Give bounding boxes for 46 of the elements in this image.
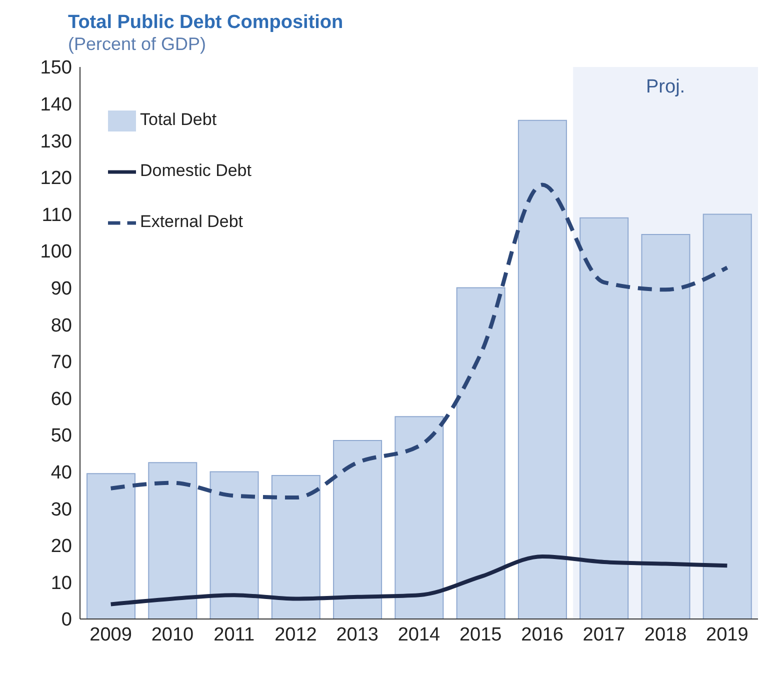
bar — [641, 234, 690, 619]
bar — [271, 474, 320, 619]
chart-title: Total Public Debt Composition — [68, 12, 344, 34]
legend-label: Domestic Debt — [140, 161, 252, 180]
bar — [210, 471, 259, 619]
line-series — [108, 182, 730, 500]
x-tick-label: 2017 — [582, 624, 626, 646]
y-tick-label: 40 — [50, 462, 72, 484]
y-tick-label: 0 — [61, 610, 72, 631]
y-tick-label: 50 — [50, 426, 72, 447]
bar — [333, 440, 382, 619]
y-tick-label: 60 — [50, 388, 72, 410]
y-tick-label: 30 — [50, 499, 72, 520]
bar — [148, 462, 198, 619]
y-tick-label: 130 — [40, 131, 72, 152]
x-tick-label: 2013 — [336, 624, 379, 646]
bar — [394, 416, 444, 619]
x-tick-label: 2011 — [214, 624, 255, 646]
chart-subtitle: (Percent of GDP) — [68, 34, 208, 55]
band-label: Proj. — [646, 76, 686, 98]
y-tick-label: 140 — [40, 94, 72, 116]
y-tick-label: 90 — [50, 278, 72, 300]
x-tick-label: 2018 — [644, 624, 687, 646]
x-tick-label: 2015 — [459, 624, 502, 646]
legend-label: External Debt — [140, 212, 243, 231]
legend-label: Total Debt — [140, 110, 217, 129]
y-tick-label: 80 — [50, 315, 72, 336]
y-tick-label: 20 — [50, 536, 72, 558]
y-tick-label: 70 — [50, 352, 72, 374]
x-tick-label: 2012 — [274, 624, 317, 646]
y-tick-label: 10 — [50, 572, 72, 594]
bar — [86, 473, 136, 619]
y-tick-label: 120 — [40, 168, 72, 190]
line-series — [108, 554, 730, 606]
x-tick-label: 2014 — [398, 624, 441, 646]
y-tick-label: 100 — [40, 242, 72, 263]
x-tick-label: 2009 — [90, 624, 132, 646]
bar — [580, 217, 629, 619]
x-tick-label: 2010 — [151, 624, 194, 646]
bar — [518, 120, 567, 619]
x-tick-label: 2016 — [521, 624, 564, 646]
y-tick-label: 110 — [42, 204, 72, 226]
bar — [456, 287, 506, 619]
x-tick-label: 2019 — [706, 624, 748, 646]
y-tick-label: 150 — [40, 58, 72, 79]
bar — [702, 214, 752, 619]
